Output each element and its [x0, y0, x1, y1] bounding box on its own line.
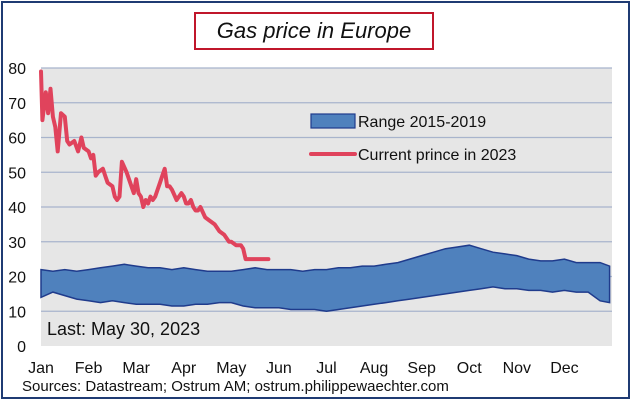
y-tick-label: 40 — [8, 200, 26, 217]
x-tick-label: Apr — [171, 360, 197, 377]
chart-title: Gas price in Europe — [216, 18, 412, 43]
legend-label-current: Current prince in 2023 — [358, 147, 516, 164]
chart-title-box: Gas price in Europe — [194, 12, 434, 50]
x-tick-label: Mar — [122, 360, 150, 377]
y-tick-label: 30 — [8, 235, 26, 252]
x-tick-label: Jan — [28, 360, 54, 377]
y-tick-label: 60 — [8, 131, 26, 148]
y-tick-label: 0 — [17, 339, 26, 356]
y-tick-label: 20 — [8, 270, 26, 287]
legend-swatch-range — [310, 113, 356, 129]
x-axis-ticks: Jan Feb Mar Apr May Jun Jul Aug Sep Oct Nov Dec — [28, 360, 579, 377]
y-tick-label: 50 — [8, 165, 26, 182]
legend-label-range: Range 2015-2019 — [358, 114, 486, 131]
x-tick-label: Nov — [503, 360, 531, 377]
range-band — [40, 244, 611, 313]
x-tick-label: Dec — [550, 360, 578, 377]
source-note: Sources: Datastream; Ostrum AM; ostrum.p… — [22, 378, 449, 395]
y-tick-label: 80 — [8, 61, 26, 78]
x-tick-label: Sep — [407, 360, 436, 377]
y-tick-label: 70 — [8, 96, 26, 113]
x-tick-label: Aug — [360, 360, 388, 377]
last-date-annotation: Last: May 30, 2023 — [47, 319, 200, 339]
x-tick-label: Feb — [75, 360, 103, 377]
legend: Range 2015-2019 Current prince in 2023 — [309, 113, 516, 164]
y-axis-ticks: 0 10 20 30 40 50 60 70 80 — [8, 61, 26, 356]
x-tick-label: Jun — [266, 360, 292, 377]
x-tick-label: Jul — [316, 360, 336, 377]
current-price-line — [39, 69, 271, 262]
x-tick-label: May — [216, 360, 246, 377]
x-tick-label: Oct — [457, 360, 482, 377]
y-tick-label: 10 — [8, 304, 26, 321]
